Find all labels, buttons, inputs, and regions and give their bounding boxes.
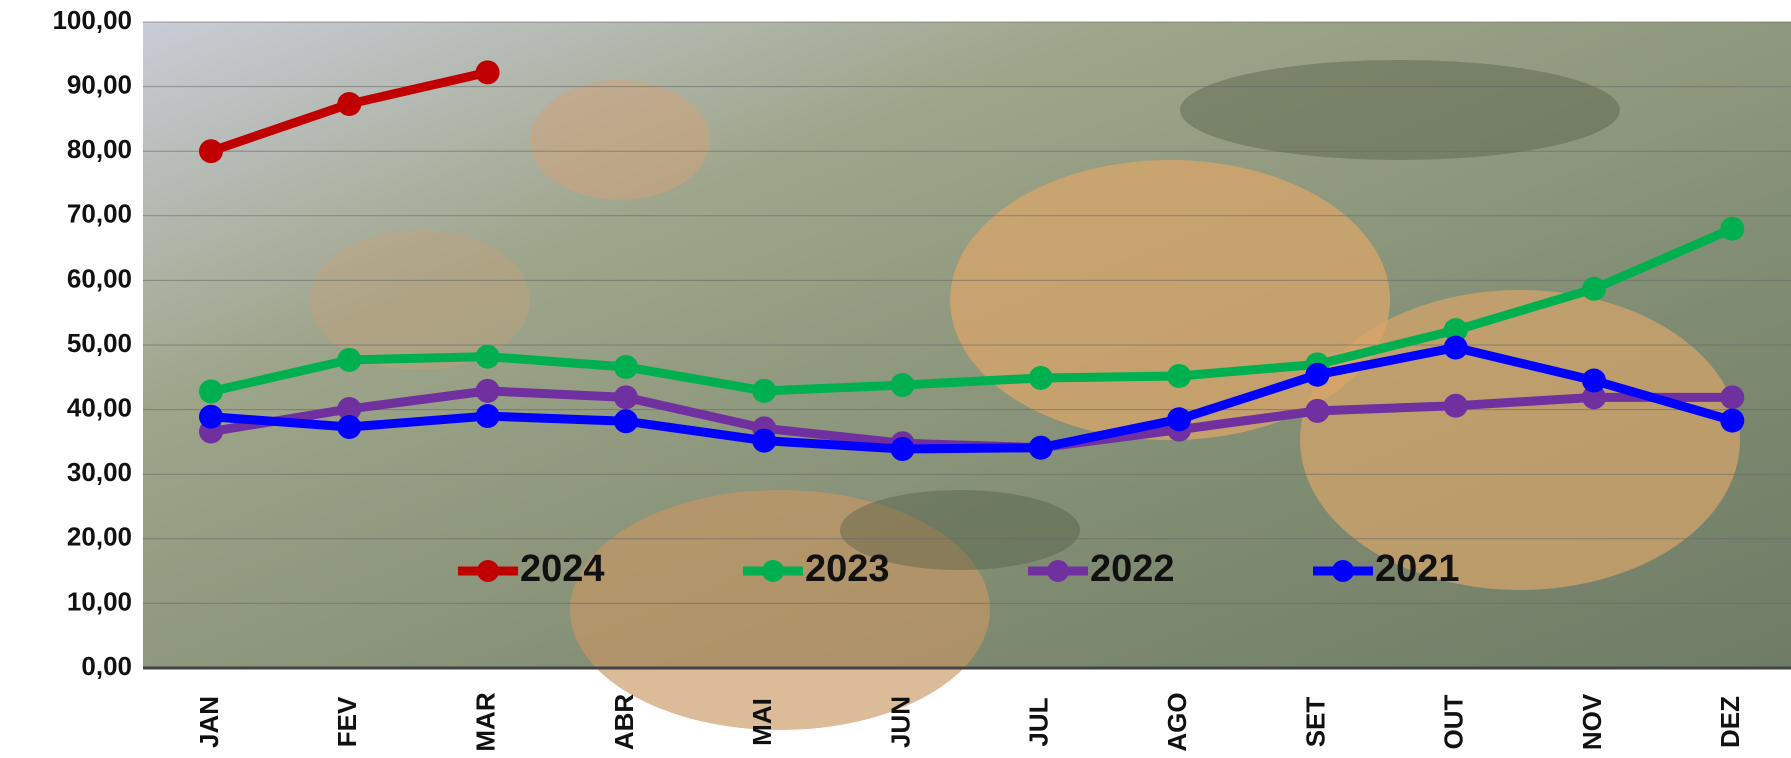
data-point [613,385,638,410]
legend-label: 2023 [805,548,890,590]
data-point [337,347,362,372]
data-point [1443,318,1468,343]
data-point [475,378,500,403]
data-point [475,344,500,369]
y-tick-label: 90,00 [67,69,132,99]
data-point [613,354,638,379]
legend-item: 2022 [1028,548,1175,590]
data-point [890,373,915,398]
data-point [337,92,362,117]
x-tick-label: JAN [194,696,224,748]
legend-item: 2023 [743,548,890,590]
x-tick-label: OUT [1439,694,1469,749]
data-point [199,404,223,429]
legend-label: 2021 [1375,548,1460,590]
data-point [199,379,223,404]
y-tick-label: 40,00 [67,392,132,422]
legend-marker [1047,560,1069,582]
legend-item: 2024 [458,548,605,590]
y-tick-label: 0,00 [81,651,132,681]
data-point [1582,276,1606,301]
y-tick-label: 20,00 [67,522,132,552]
data-point [337,415,362,440]
data-point [752,378,777,403]
x-tick-label: MAR [470,692,500,751]
data-point [337,396,362,421]
data-point [890,437,915,462]
y-tick-label: 100,00 [52,5,132,35]
x-tick-label: SET [1300,697,1330,748]
data-point [1167,407,1192,432]
x-tick-label: ABR [609,694,639,751]
background [143,22,1791,730]
x-tick-label: JUN [885,696,915,748]
data-point [1443,335,1468,360]
legend-label: 2022 [1090,548,1175,590]
legend-item: 2021 [1313,548,1460,590]
x-tick-label: NOV [1577,693,1607,750]
data-point [613,409,638,434]
legend-marker [1332,560,1354,582]
data-point [475,404,500,429]
data-point [475,60,500,85]
x-tick-label: DEZ [1715,696,1745,748]
data-point [1720,385,1745,410]
data-point [1028,435,1053,460]
x-tick-label: JUL [1024,697,1054,746]
legend-marker [762,560,784,582]
y-tick-label: 60,00 [67,263,132,293]
y-tick-label: 30,00 [67,457,132,487]
x-tick-label: AGO [1162,692,1192,751]
y-tick-label: 70,00 [67,199,132,229]
data-point [1443,393,1468,418]
legend-marker [477,560,499,582]
data-point [752,428,777,453]
y-tick-label: 10,00 [67,586,132,616]
x-tick-label: MAI [747,698,777,746]
series-line [210,343,1734,454]
legend-label: 2024 [520,548,605,590]
y-tick-label: 50,00 [67,328,132,358]
data-point [1582,368,1606,393]
data-point [1305,398,1330,423]
data-point [1028,365,1053,390]
data-point [1720,216,1745,241]
data-point [1720,408,1745,433]
data-point [1305,362,1330,387]
series-line [209,224,1735,396]
data-point [1582,385,1606,410]
x-tick-label: FEV [332,696,362,747]
data-point [199,139,223,164]
data-point [1167,364,1192,389]
y-tick-label: 80,00 [67,134,132,164]
